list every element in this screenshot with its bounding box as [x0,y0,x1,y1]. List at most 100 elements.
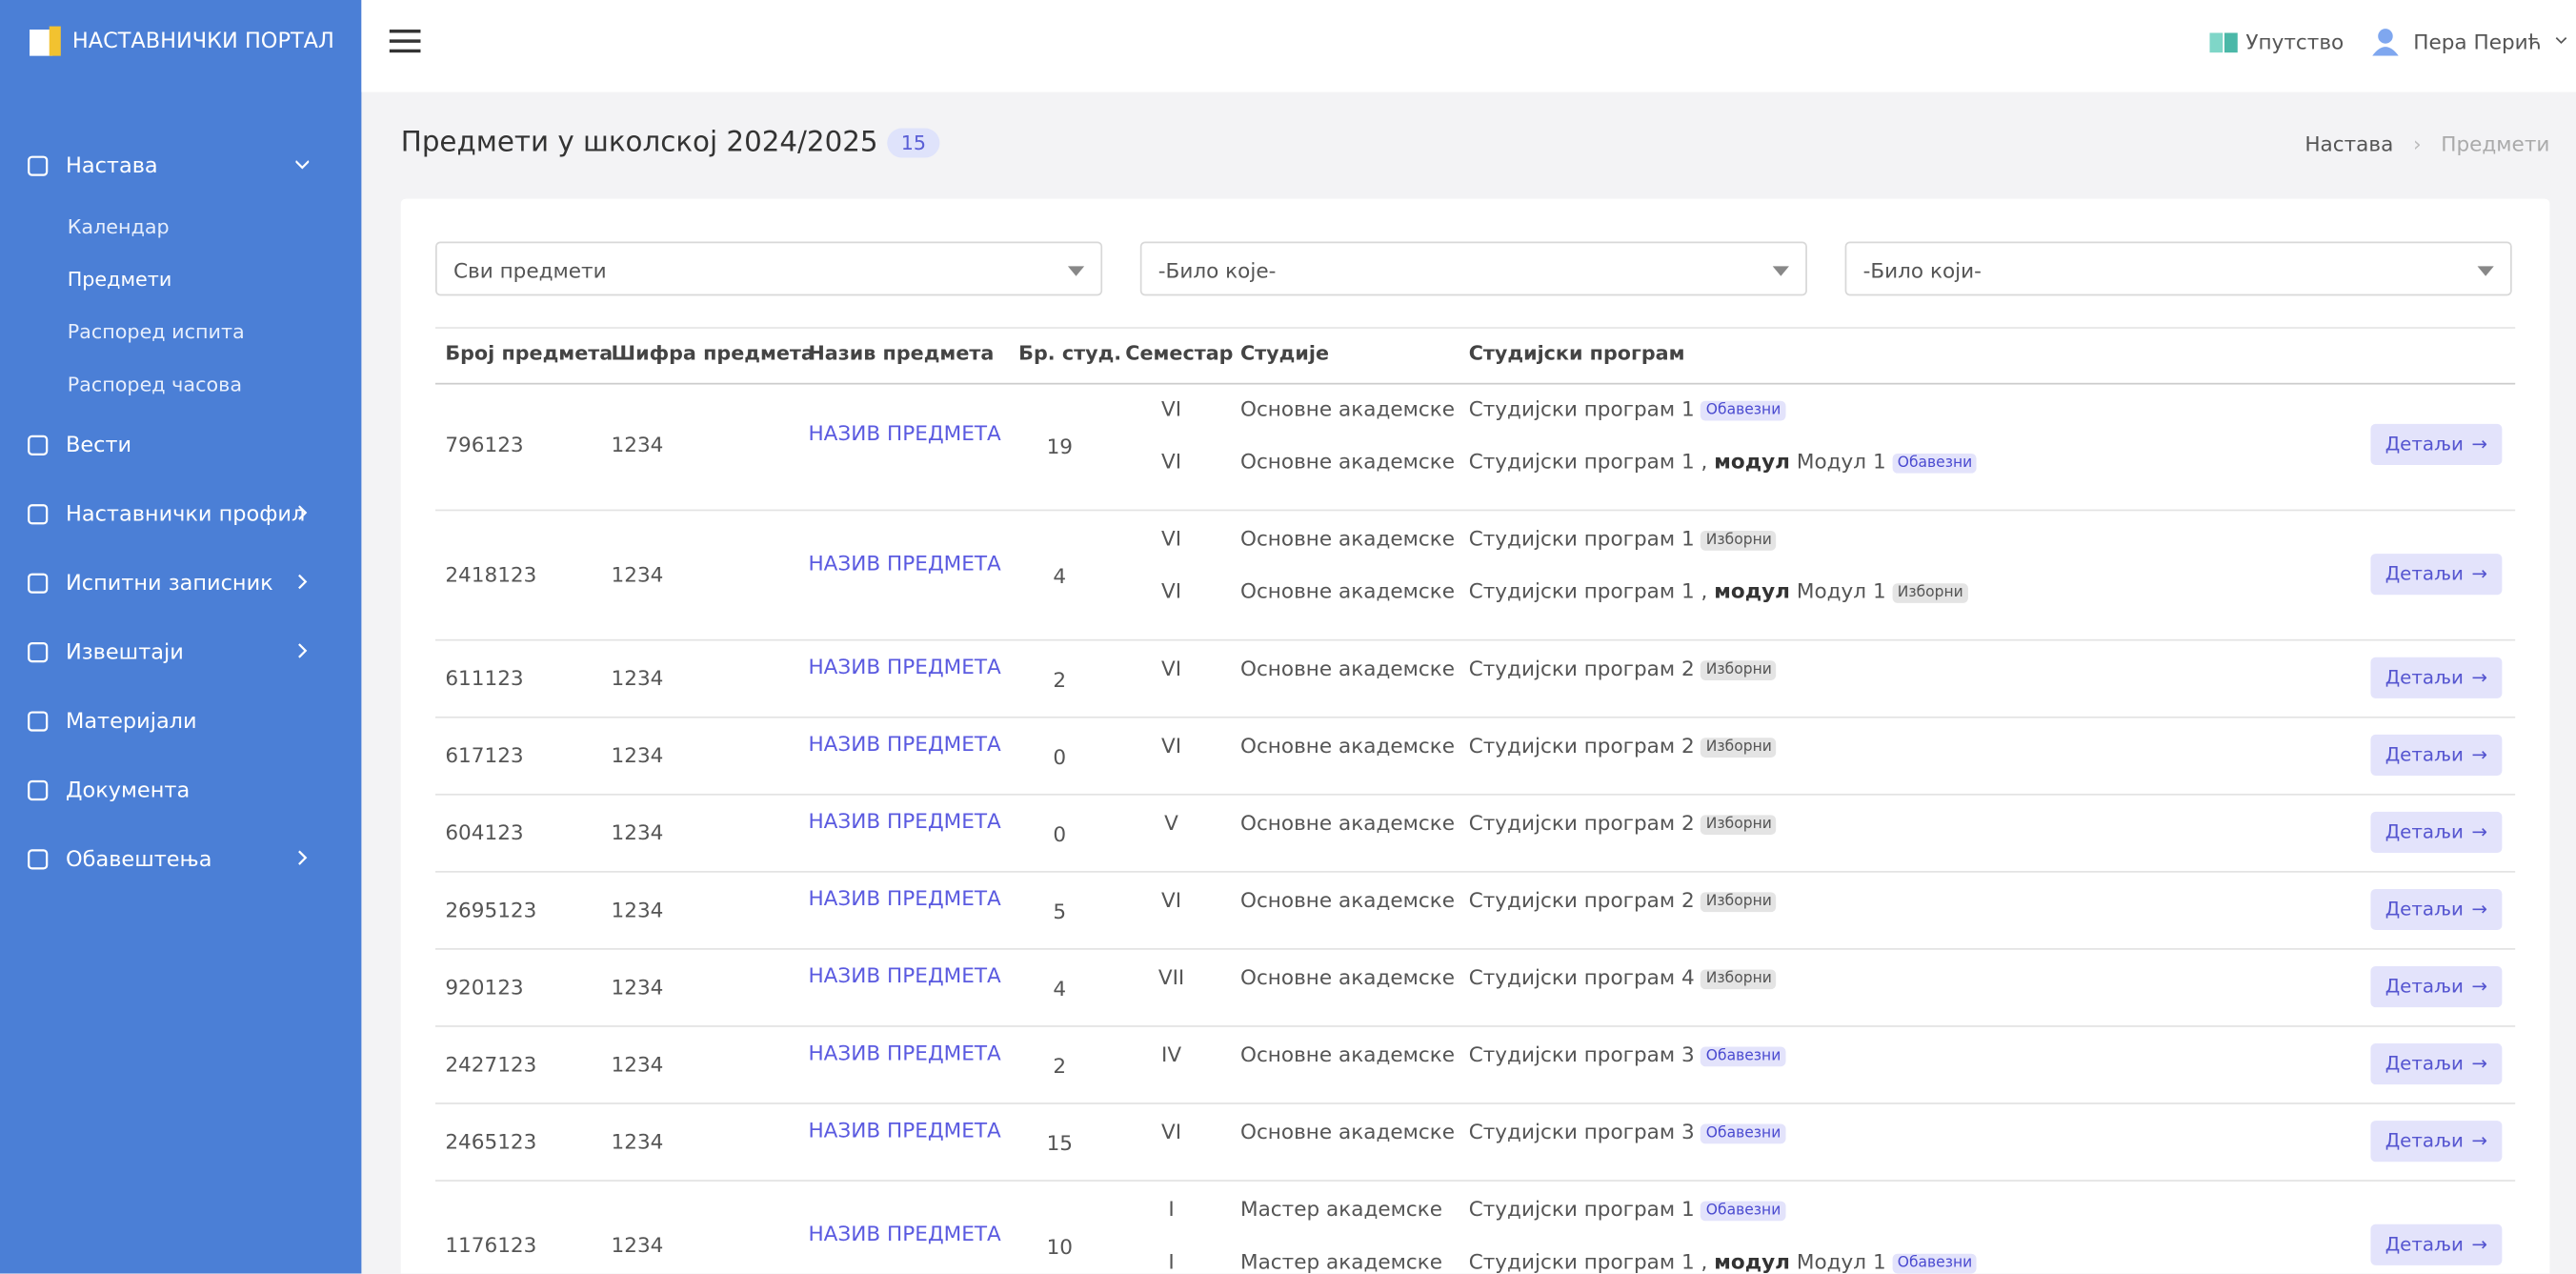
breadcrumb: Настава › Предмети [2304,131,2549,156]
chevron [298,574,308,590]
nav-label: Настава [65,153,158,179]
chevron [298,643,308,658]
type-badge: Изборни [1701,660,1778,680]
details-button[interactable]: Детаљи → [2370,657,2503,698]
nav-item[interactable]: Извештаји [0,617,361,686]
program-name: Студијски програм 2 [1468,887,1695,913]
details-button[interactable]: Детаљи → [2370,811,2503,854]
column-header: Студије [1239,341,1330,365]
nav-subitem[interactable]: Календар [67,214,170,239]
menu-toggle[interactable] [389,28,422,54]
subject-name[interactable]: НАЗИВ ПРЕДМЕТА [808,962,1001,988]
filter-select[interactable]: -Било које- [1139,241,1807,296]
program-entry: VI Основне академске Студијски програм 1 ,… [435,576,2515,608]
details-button[interactable]: Детаљи → [2370,888,2503,931]
filter-select[interactable]: Сви предмети [434,241,1103,296]
module-name: Модул 1 [1796,448,1886,474]
nav-label: Наставнички профил [65,501,306,527]
arrow-icon: → [2471,897,2488,920]
subject-code: 1234 [611,561,664,587]
student-count: 0 [1053,821,1067,847]
program-entry: VI Основне академске Студијски програм 1 Об… [435,393,2515,425]
count-badge: 15 [887,128,939,158]
user-menu[interactable]: Пера Перић [2370,27,2567,56]
nav-subitem[interactable]: Распоред испита [67,320,245,344]
student-count: 2 [1053,1053,1067,1079]
details-button[interactable]: Детаљи → [2370,1223,2503,1265]
type-badge: Изборни [1701,892,1778,913]
nav-item[interactable]: Настава [0,131,361,200]
nav-subitem[interactable]: Распоред часова [67,373,243,396]
program: Студијски програм 2 Изборни [1468,884,1778,919]
subject-name[interactable]: НАЗИВ ПРЕДМЕТА [808,420,1001,446]
arrow-icon: → [2471,974,2488,998]
details-button[interactable]: Детаљи → [2370,734,2503,776]
subject-code: 1234 [611,819,664,845]
nav-item[interactable]: Вести [0,411,361,479]
help-link[interactable]: Упутство [2209,30,2344,54]
studies: Основне академске [1239,448,1456,474]
subject-code: 1234 [611,742,664,768]
subject-name[interactable]: НАЗИВ ПРЕДМЕТА [808,550,1001,576]
nav-item[interactable]: Испитни записник [0,549,361,617]
nav-item[interactable]: Наставнички профил [0,480,361,549]
details-button[interactable]: Детаљи → [2370,966,2503,1008]
program-entry: VI Основне академске Студијски програм 1 ,… [435,445,2515,477]
program: Студијски програм 1 Обавезни [1469,393,1786,427]
program: Студијски програм 3 Обавезни [1469,1116,1786,1150]
arrow-icon: → [2471,742,2488,766]
details-button[interactable]: Детаљи → [2370,1043,2503,1085]
subject-name[interactable]: НАЗИВ ПРЕДМЕТА [808,808,1001,834]
subject-name[interactable]: НАЗИВ ПРЕДМЕТА [808,654,1001,679]
breadcrumb-item[interactable]: Настава [2304,131,2394,156]
semester: VI [1160,656,1182,680]
details-button[interactable]: Детаљи → [2370,554,2503,596]
icon-shape [28,435,49,455]
subject-name[interactable]: НАЗИВ ПРЕДМЕТА [808,731,1001,757]
table-row: 617123 1234 НАЗИВ ПРЕДМЕТА 0 VI Основне акаде… [434,718,2516,796]
subject-name[interactable]: НАЗИВ ПРЕДМЕТА [808,885,1001,911]
nav-icon [28,711,49,732]
program: Студијски програм 1 , модул Модул 1 Обаве… [1469,1245,1978,1274]
help-icon [2209,31,2238,52]
semester: VI [1160,395,1182,421]
semester: VI [1160,733,1182,758]
subject-number: 1176123 [445,1232,537,1258]
module-name: Модул 1 [1796,1248,1886,1274]
program-name: Студијски програм 1 [1468,395,1695,421]
nav-icon [28,779,49,801]
card: Број предмета Шифра предмета Назив предмет… [400,198,2550,1274]
studies: Основне академске [1239,887,1456,913]
subject-name[interactable]: НАЗИВ ПРЕДМЕТА [808,1117,1001,1143]
nav-subitem[interactable]: Предмети [67,268,172,292]
program-name: Студијски програм 1 [1468,1196,1695,1222]
subject-number: 2427123 [445,1051,537,1077]
program-name: Студијски програм 4 [1468,964,1695,990]
studies: Основне академске [1239,1041,1456,1067]
table-row: 796123 1234 НАЗИВ ПРЕДМЕТА 19 VI Основне акад… [434,381,2516,512]
program-name: Студијски програм 1 , [1468,578,1708,603]
nav-item[interactable]: Документа [0,756,361,824]
program: Студијски програм 2 Изборни [1469,807,1778,841]
details-button[interactable]: Детаљи → [2370,423,2503,466]
semester: I [1168,1248,1175,1274]
nav-item[interactable]: Обавештења [0,825,361,894]
details-button[interactable]: Детаљи → [2370,1121,2503,1163]
type-badge: Изборни [1701,815,1778,836]
subject-name[interactable]: НАЗИВ ПРЕДМЕТА [808,1040,1001,1065]
filter-select[interactable]: -Било који- [1844,241,2512,296]
logo [30,26,61,56]
subject-name[interactable]: НАЗИВ ПРЕДМЕТА [808,1221,1001,1246]
student-count: 0 [1053,744,1067,770]
column-header: Студијски програм [1468,341,1685,365]
breadcrumb-sep: › [2412,131,2422,156]
program-entry: IV Основне академске Студијски програм 3 Об… [435,1039,2515,1071]
table-row: 604123 1234 НАЗИВ ПРЕДМЕТА 0 V Основне академ… [434,796,2516,873]
subject-code: 1234 [611,974,664,1000]
program: Студијски програм 2 Изборни [1469,730,1778,764]
arrow-icon: → [2471,432,2488,455]
subject-number: 2465123 [445,1128,537,1154]
nav-item[interactable]: Материјали [0,687,361,756]
arrow-icon: → [2471,1232,2488,1256]
